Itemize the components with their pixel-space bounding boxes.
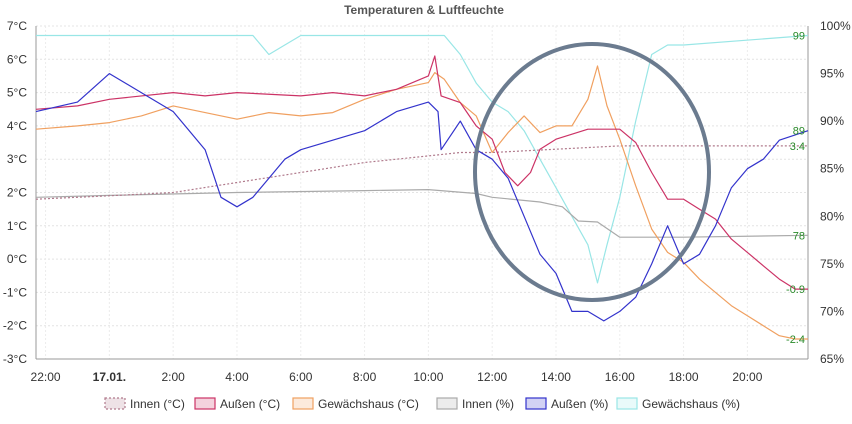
legend-label[interactable]: Außen (°C) <box>220 397 280 411</box>
annotation <box>473 42 711 302</box>
series-line <box>35 73 809 322</box>
end-labels: 3.4 -0.9 -2.4 99 89 78 <box>786 31 805 347</box>
y-left-tick-label: 0°C <box>7 252 27 266</box>
chart-title: Temperaturen & Luftfeuchte <box>344 3 504 17</box>
x-tick-label: 10:00 <box>413 370 443 384</box>
series-group <box>35 34 809 340</box>
y-left-tick-label: -1°C <box>3 285 27 299</box>
x-tick-label: 8:00 <box>353 370 377 384</box>
end-value-label: 89 <box>793 126 805 138</box>
y-right-tick-label: 70% <box>820 304 844 318</box>
y-left-tick-label: 2°C <box>7 186 27 200</box>
y-right-tick-label: 75% <box>820 257 844 271</box>
grid <box>36 25 808 360</box>
legend-label[interactable]: Innen (%) <box>462 397 514 411</box>
y-right-tick-label: 85% <box>820 162 844 176</box>
legend-swatch[interactable] <box>292 397 314 410</box>
legend: Innen (°C) Außen (°C) Gewächshaus (°C) Inne… <box>104 397 740 411</box>
series-line <box>36 34 809 284</box>
end-value-label: 99 <box>793 31 805 43</box>
legend-label[interactable]: Außen (%) <box>551 397 608 411</box>
axes: 7°C 6°C 5°C 4°C 3°C 2°C 1°C 0°C -1°C -2°C -3°C 100%… <box>3 19 851 384</box>
y-left-tick-label: 5°C <box>7 86 27 100</box>
legend-label[interactable]: Gewächshaus (%) <box>642 397 740 411</box>
x-tick-label: 6:00 <box>289 370 313 384</box>
end-value-label: -2.4 <box>786 334 805 346</box>
y-left-tick-label: 3°C <box>7 152 27 166</box>
x-tick-label: 20:00 <box>732 370 762 384</box>
series-line <box>35 189 809 238</box>
y-right-tick-label: 80% <box>820 209 844 223</box>
y-right-tick-label: 100% <box>820 19 851 33</box>
annotation-circle <box>473 42 711 302</box>
legend-swatch[interactable] <box>104 397 126 410</box>
y-right-tick-label: 65% <box>820 352 844 366</box>
y-right-tick-label: 90% <box>820 114 844 128</box>
legend-swatch[interactable] <box>525 397 547 410</box>
legend-label[interactable]: Gewächshaus (°C) <box>318 397 419 411</box>
x-tick-label: 14:00 <box>541 370 571 384</box>
series-line <box>35 65 808 340</box>
series-line <box>35 55 808 290</box>
y-left-tick-label: 7°C <box>7 19 27 33</box>
y-right-tick-label: 95% <box>820 67 844 81</box>
y-left-tick-label: 4°C <box>7 119 27 133</box>
legend-label[interactable]: Innen (°C) <box>130 397 185 411</box>
x-tick-label: 18:00 <box>669 370 699 384</box>
y-left-tick-label: 6°C <box>7 52 27 66</box>
y-left-tick-label: -2°C <box>3 319 27 333</box>
x-tick-label: 22:00 <box>31 370 61 384</box>
legend-swatch[interactable] <box>436 397 458 410</box>
end-value-label: 78 <box>793 230 805 242</box>
y-left-tick-label: 1°C <box>7 219 27 233</box>
legend-swatch[interactable] <box>616 397 638 410</box>
x-tick-label: 4:00 <box>225 370 249 384</box>
y-left-tick-label: -3°C <box>3 352 27 366</box>
x-tick-label: 16:00 <box>605 370 635 384</box>
series-line <box>35 145 808 200</box>
end-value-label: -0.9 <box>786 284 805 296</box>
end-value-label: 3.4 <box>790 141 805 153</box>
x-tick-label: 12:00 <box>477 370 507 384</box>
x-tick-label: 17.01. <box>93 370 126 384</box>
x-tick-label: 2:00 <box>161 370 185 384</box>
legend-swatch[interactable] <box>194 397 216 410</box>
